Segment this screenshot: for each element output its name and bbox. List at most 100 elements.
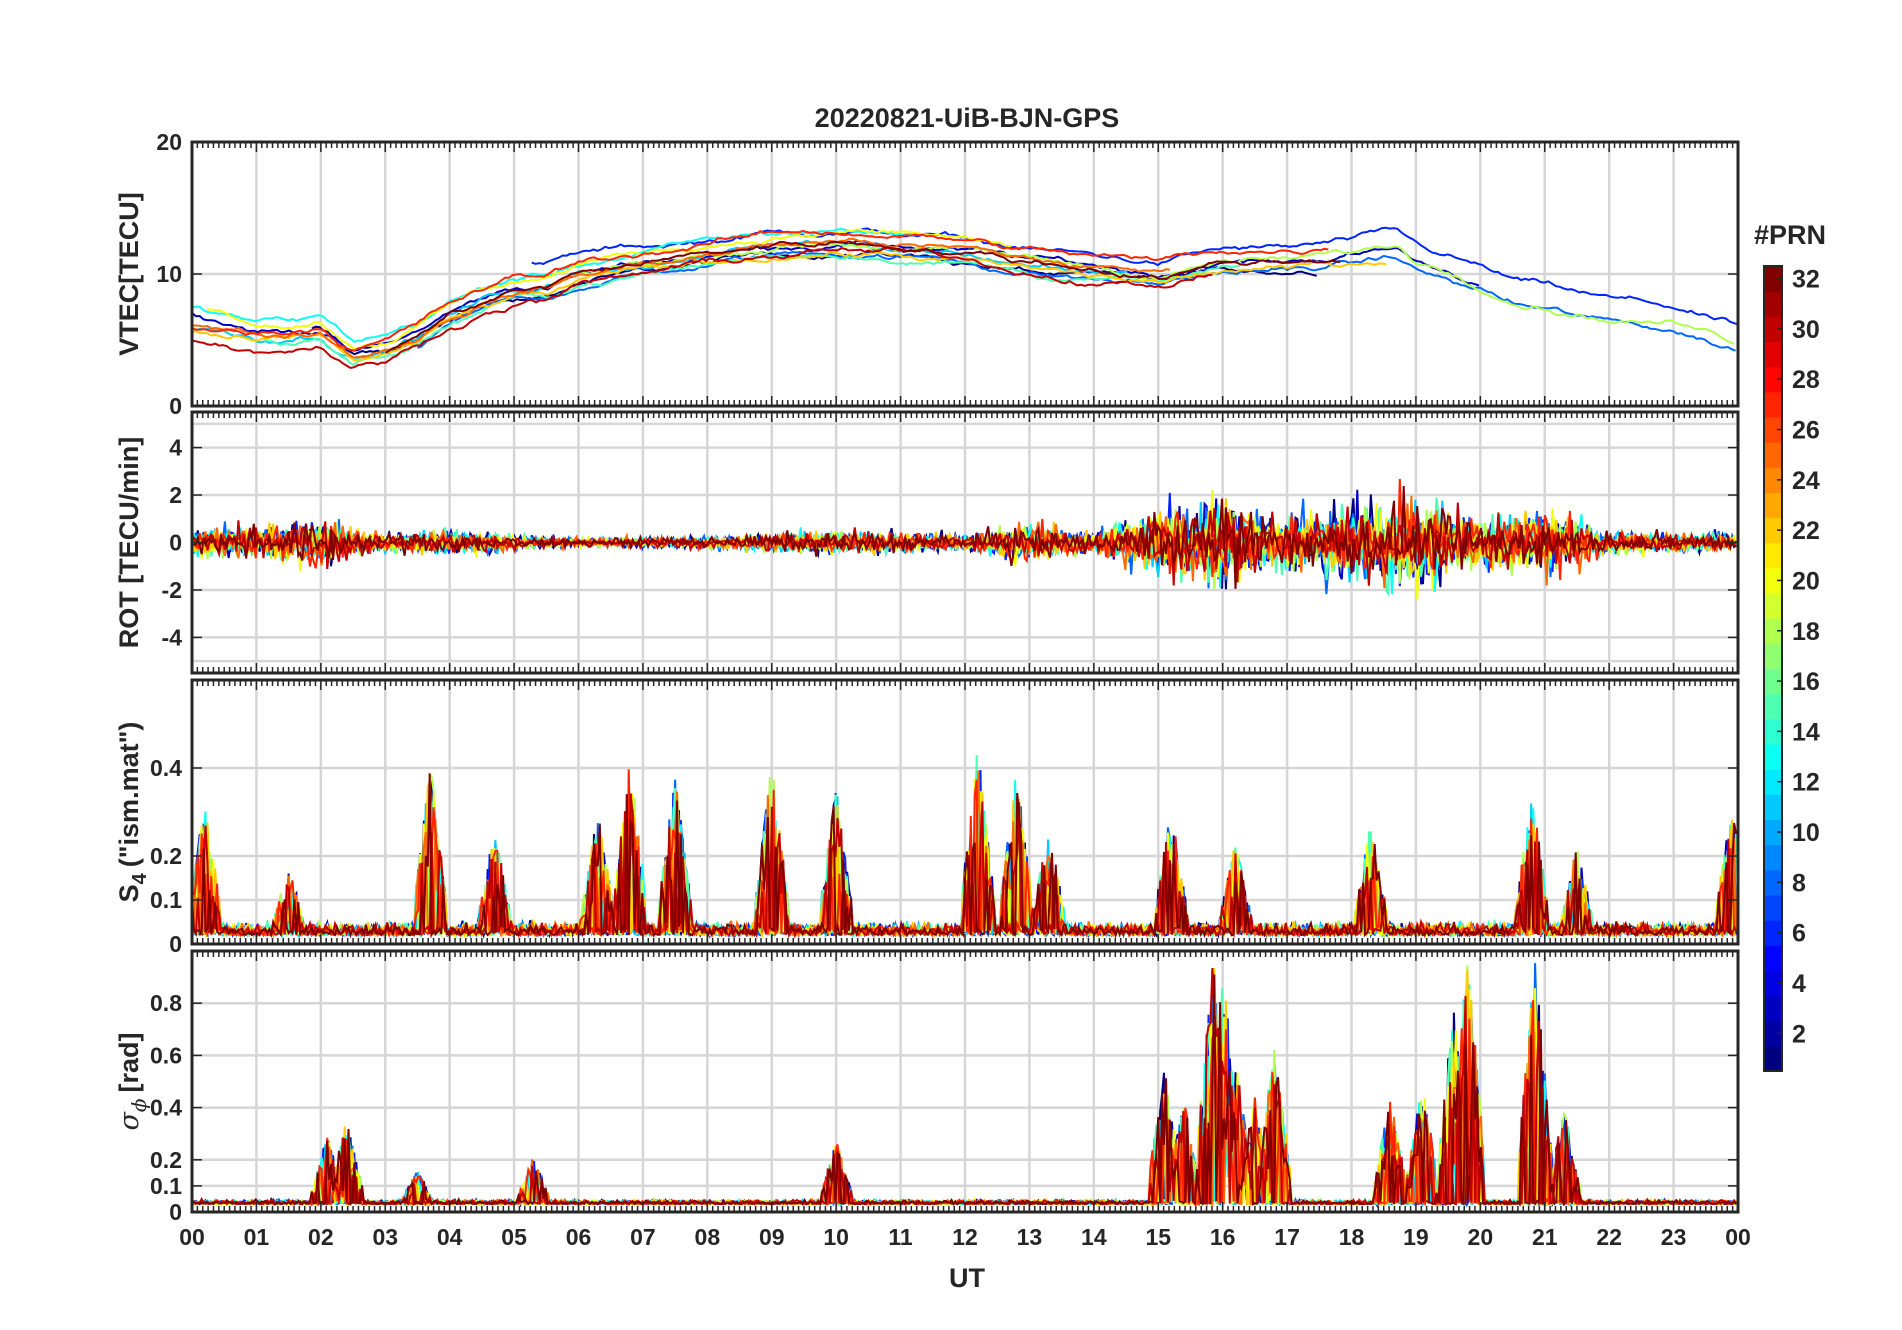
colorbar-tick-label: 24 (1792, 467, 1820, 495)
xtick-label: 21 (1532, 1224, 1558, 1250)
colorbar-segment (1764, 517, 1782, 544)
xtick-label: 00 (1725, 1224, 1751, 1250)
ytick-label-s4: 0.4 (150, 755, 182, 781)
colorbar-tick-label: 10 (1792, 819, 1820, 847)
colorbar-tick-label: 32 (1792, 266, 1820, 294)
xtick-label: 22 (1596, 1224, 1622, 1250)
ytick-label-sigma_phi: 0.8 (150, 990, 182, 1016)
colorbar-segment (1764, 618, 1782, 644)
ytick-label-rot: -4 (162, 624, 183, 650)
xtick-label: 19 (1403, 1224, 1429, 1250)
y-axis-label-rot: ROT [TECU/min] (114, 437, 144, 648)
colorbar-segment (1764, 894, 1782, 921)
xtick-label: 14 (1081, 1224, 1107, 1250)
colorbar-segment (1764, 492, 1782, 519)
panel-sigma_phi: 00.10.2 0.4 0.6 0.8 σϕ[rad] (114, 949, 1740, 1225)
colorbar-segment (1764, 643, 1782, 670)
ytick-label-rot: 0 (169, 530, 182, 556)
xtick-label: 17 (1274, 1224, 1300, 1250)
y-axis-label-s4: S4("ism.mat") (114, 722, 151, 903)
ytick-label-sigma_phi: 0.1 (150, 1173, 182, 1199)
ytick-label-s4: 0 (169, 931, 182, 957)
panel-s4: 0 0.1 0.2 0.4S4("ism.mat") (114, 678, 1740, 957)
ytick-label-vtec: 0 (169, 393, 182, 419)
colorbar-segment (1764, 1045, 1782, 1072)
ytick-label-sigma_phi: 0 (169, 1199, 182, 1225)
xtick-label: 11 (888, 1224, 913, 1250)
colorbar-tick-label: 28 (1792, 366, 1820, 394)
colorbar-tick-label: 18 (1792, 618, 1820, 646)
traces-rot (192, 478, 1738, 600)
colorbar-tick-label: 22 (1792, 517, 1820, 545)
xtick-label: 15 (1145, 1224, 1171, 1250)
x-axis-label: UT (949, 1263, 985, 1293)
ytick-label-sigma_phi: 0.4 (150, 1095, 182, 1121)
xtick-label: 02 (308, 1224, 334, 1250)
y-axis-label-sigma_phi: σϕ[rad] (114, 1032, 151, 1130)
colorbar-segment (1764, 869, 1782, 896)
colorbar-segment (1764, 542, 1782, 569)
ytick-label-rot: -2 (162, 577, 182, 603)
traces-s4 (192, 755, 1738, 940)
colorbar-segment (1764, 341, 1782, 368)
colorbar-tick-label: 26 (1792, 417, 1820, 445)
colorbar-tick-label: 30 (1792, 316, 1820, 344)
colorbar-segment (1764, 416, 1782, 443)
colorbar-segment (1764, 668, 1782, 695)
colorbar-frame (1763, 265, 1783, 1072)
xtick-label: 16 (1210, 1224, 1236, 1250)
colorbar-segment (1764, 442, 1782, 468)
panel-rot: -4 -2 0 2 4 ROT [TECU/min] (114, 410, 1740, 675)
colorbar-segment (1764, 266, 1782, 292)
ytick-label-s4: 0.1 (150, 887, 182, 913)
colorbar-segment (1764, 391, 1782, 418)
chart-title: 20220821-UiB-BJN-GPS (815, 103, 1120, 133)
colorbar-segment (1764, 743, 1782, 770)
colorbar-segment (1764, 844, 1782, 871)
colorbar-segment (1764, 920, 1782, 946)
tickmarks-rot (191, 412, 1739, 673)
colorbar-tick-label: 12 (1792, 769, 1820, 797)
colorbar-segment (1764, 995, 1782, 1022)
colorbar-segment (1764, 970, 1782, 997)
colorbar-segment (1764, 366, 1782, 393)
xtick-label: 03 (372, 1224, 398, 1250)
ytick-label-sigma_phi: 0.2 (150, 1147, 182, 1173)
ytick-label-s4: 0.2 (150, 843, 182, 869)
colorbar-tick-label: 16 (1792, 668, 1820, 696)
tickmarks-sigma_phi (191, 951, 1739, 1213)
colorbar-segment (1764, 945, 1782, 971)
colorbar-segment (1764, 467, 1782, 494)
colorbar-segment (1764, 794, 1782, 821)
colorbar-tick-label: 14 (1792, 718, 1820, 746)
ytick-label-rot: 2 (169, 482, 182, 508)
xtick-label: 05 (501, 1224, 527, 1250)
colorbar-segment (1764, 1020, 1782, 1047)
xtick-label: 20 (1468, 1224, 1494, 1250)
traces-vtec (192, 226, 1738, 370)
ytick-label-sigma_phi: 0.6 (150, 1042, 182, 1068)
colorbar-tick-label: 2 (1792, 1020, 1806, 1048)
xtick-label: 04 (437, 1224, 463, 1250)
colorbar-tick-label: 6 (1792, 920, 1806, 948)
xtick-label: 01 (244, 1224, 270, 1250)
xtick-label: 08 (695, 1224, 721, 1250)
grid-vtec (192, 142, 1738, 406)
colorbar-tick-label: 20 (1792, 567, 1820, 595)
xtick-label: 06 (566, 1224, 592, 1250)
xtick-label: 07 (630, 1224, 656, 1250)
colorbar-segment (1764, 718, 1782, 745)
grid-sigma_phi (192, 951, 1738, 1212)
colorbar-tick-label: 4 (1792, 970, 1806, 998)
xtick-label: 12 (952, 1224, 978, 1250)
xtick-label: 23 (1661, 1224, 1687, 1250)
xtick-label: 10 (823, 1224, 849, 1250)
xtick-label: 00 (179, 1224, 205, 1250)
colorbar-segment (1764, 593, 1782, 619)
xtick-label: 13 (1017, 1224, 1043, 1250)
panel-vtec: 0 10 20 VTEC[TECU] (114, 129, 1740, 419)
tickmarks-vtec (191, 141, 1739, 407)
colorbar-segment (1764, 769, 1782, 795)
